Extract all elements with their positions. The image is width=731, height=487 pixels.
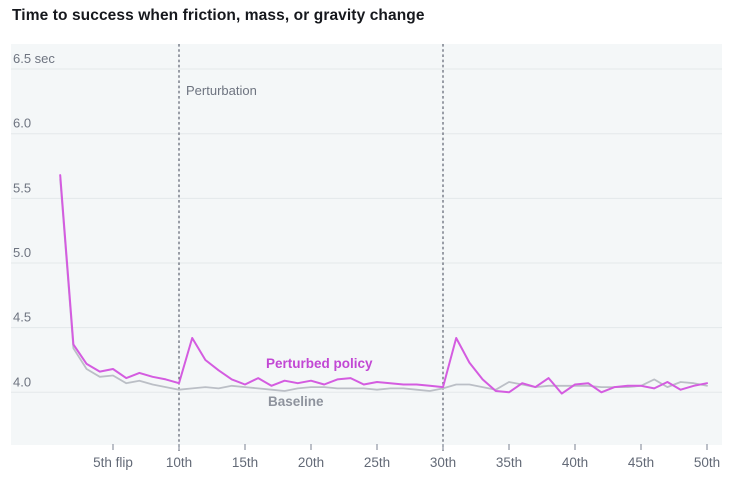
series-label-baseline: Baseline xyxy=(268,394,324,409)
x-axis-tick-label: 10th xyxy=(166,455,192,470)
x-axis-tick-label: 35th xyxy=(496,455,522,470)
x-axis-tick-label: 50th xyxy=(694,455,720,470)
plot-background xyxy=(11,44,722,445)
y-axis-tick-label: 4.5 xyxy=(13,310,31,325)
y-axis-tick-label: 6.0 xyxy=(13,116,31,131)
x-axis-tick-label: 30th xyxy=(430,455,456,470)
series-label-perturbed-policy: Perturbed policy xyxy=(266,356,373,371)
x-axis-tick-label: 45th xyxy=(628,455,654,470)
x-axis-tick-label: 20th xyxy=(298,455,324,470)
series-line-perturbed-policy xyxy=(59,174,708,395)
y-axis-tick-label: 4.0 xyxy=(13,374,31,389)
chart-title: Time to success when friction, mass, or … xyxy=(12,7,425,24)
series-line-baseline xyxy=(59,178,708,392)
x-axis-tick-label: 40th xyxy=(562,455,588,470)
y-axis-tick-label: 5.5 xyxy=(13,180,31,195)
x-axis-tick-label: 5th flip xyxy=(93,455,133,470)
x-axis-tick-label: 15th xyxy=(232,455,258,470)
perturbation-annotation: Perturbation xyxy=(186,83,257,98)
y-axis-tick-label: 5.0 xyxy=(13,245,31,260)
x-axis-tick-label: 25th xyxy=(364,455,390,470)
y-axis-tick-label: 6.5 sec xyxy=(13,51,55,66)
